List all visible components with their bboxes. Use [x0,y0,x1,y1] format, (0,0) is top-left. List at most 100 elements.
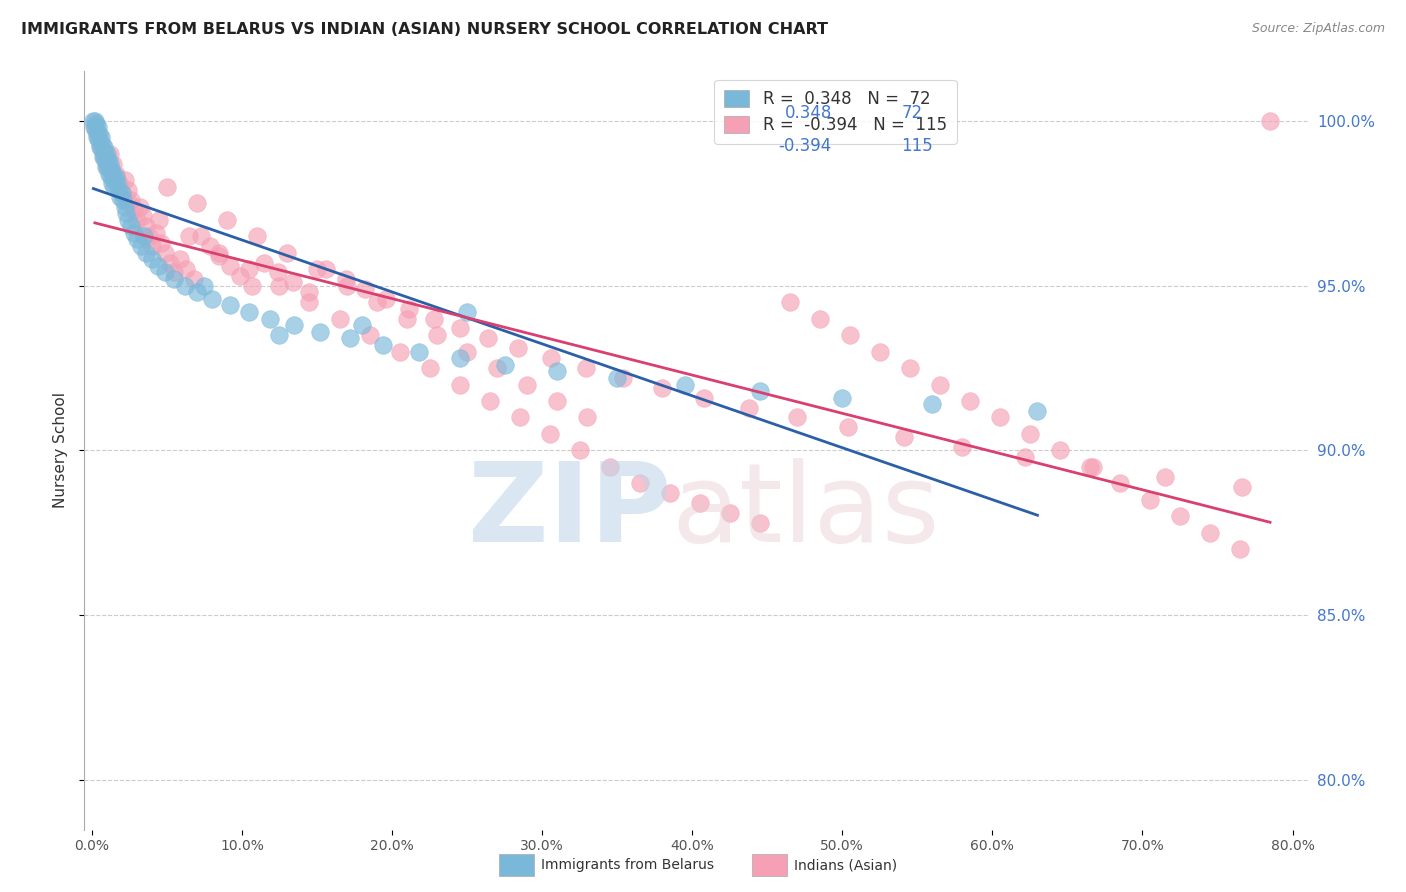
Point [1139,492,1161,507]
Text: atlas: atlas [672,458,941,565]
Point [606,371,628,385]
Point [928,377,950,392]
Point [988,410,1011,425]
Point [87,127,110,141]
Point [869,344,891,359]
Point [82,113,104,128]
Point [89,134,111,148]
Point [93,140,115,154]
Text: 72: 72 [901,104,922,122]
Point [398,301,420,316]
Point [718,506,741,520]
Point [283,318,305,333]
Point [921,397,943,411]
Point [281,276,304,290]
Point [786,410,808,425]
Point [179,229,201,244]
Point [950,440,973,454]
Text: Indians (Asian): Indians (Asian) [794,858,897,872]
Point [200,239,222,253]
Point [238,262,260,277]
Text: Source: ZipAtlas.com: Source: ZipAtlas.com [1251,22,1385,36]
Point [359,328,381,343]
Point [371,338,394,352]
Point [494,358,516,372]
Text: Immigrants from Belarus: Immigrants from Belarus [541,858,714,872]
Point [89,140,111,154]
Point [145,226,167,240]
Point [103,173,125,187]
Point [1154,470,1177,484]
Point [125,212,148,227]
Point [186,285,208,300]
Point [576,410,599,425]
Point [91,144,114,158]
Point [242,278,264,293]
Point [215,212,238,227]
Point [269,278,291,293]
Point [141,252,163,267]
Point [426,328,449,343]
Point [366,295,388,310]
Point [101,156,124,170]
Point [449,377,471,392]
Point [1258,113,1281,128]
Point [103,179,125,194]
Point [1229,542,1251,557]
Point [673,377,696,392]
Point [96,160,118,174]
Point [253,255,276,269]
Point [546,394,568,409]
Point [186,196,208,211]
Point [135,219,157,234]
Point [94,153,117,168]
Point [93,146,115,161]
Point [134,229,156,244]
Point [1019,427,1042,442]
Point [138,229,160,244]
Point [98,167,121,181]
Text: ZIP: ZIP [468,458,672,565]
Point [101,177,124,191]
Point [658,486,681,500]
Point [141,239,163,253]
Point [146,259,169,273]
Point [155,245,177,260]
Point [269,328,291,343]
Point [120,219,142,234]
Y-axis label: Nursery School: Nursery School [53,392,69,508]
Point [98,146,121,161]
Point [117,183,139,197]
Point [87,130,110,145]
Point [246,229,269,244]
Point [509,410,531,425]
Point [315,262,337,277]
Point [110,189,132,203]
Point [122,202,145,217]
Point [135,245,157,260]
Point [546,364,568,378]
Point [169,252,191,267]
Point [1230,480,1253,494]
Point [419,361,441,376]
Point [174,278,197,293]
Point [112,193,135,207]
Point [350,318,373,333]
Text: -0.394: -0.394 [778,137,831,155]
Point [831,391,853,405]
Point [208,245,231,260]
Point [118,196,141,211]
Point [93,150,115,164]
Point [612,371,634,385]
Point [90,140,112,154]
Point [104,167,127,181]
Point [90,136,112,151]
Point [396,311,419,326]
Point [738,401,761,415]
Point [276,245,298,260]
Point [486,361,509,376]
Point [575,361,598,376]
Point [689,496,711,510]
Point [201,292,224,306]
Point [219,259,242,273]
